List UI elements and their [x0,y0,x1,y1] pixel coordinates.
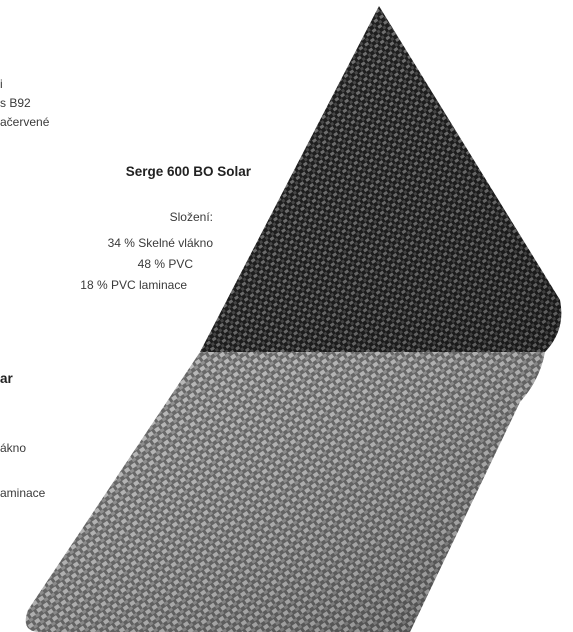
product-title-fragment: ar [0,371,13,386]
composition-heading: Složení: [169,210,213,224]
text-line: ákno [0,441,27,455]
product-title: Serge 600 BO Solar [125,164,251,179]
text-line: ačervené [0,115,50,129]
composition-item: 48 % PVC [137,257,193,271]
text-line: s B92 [0,96,31,110]
text-line: aminace [0,486,46,500]
composition-item: 34 % Skelné vlákno [107,236,213,250]
dark-weave-swatch [200,6,562,352]
light-weave-swatch [25,352,545,632]
text-line: i [0,77,3,91]
composition-item: 18 % PVC laminace [80,278,187,292]
